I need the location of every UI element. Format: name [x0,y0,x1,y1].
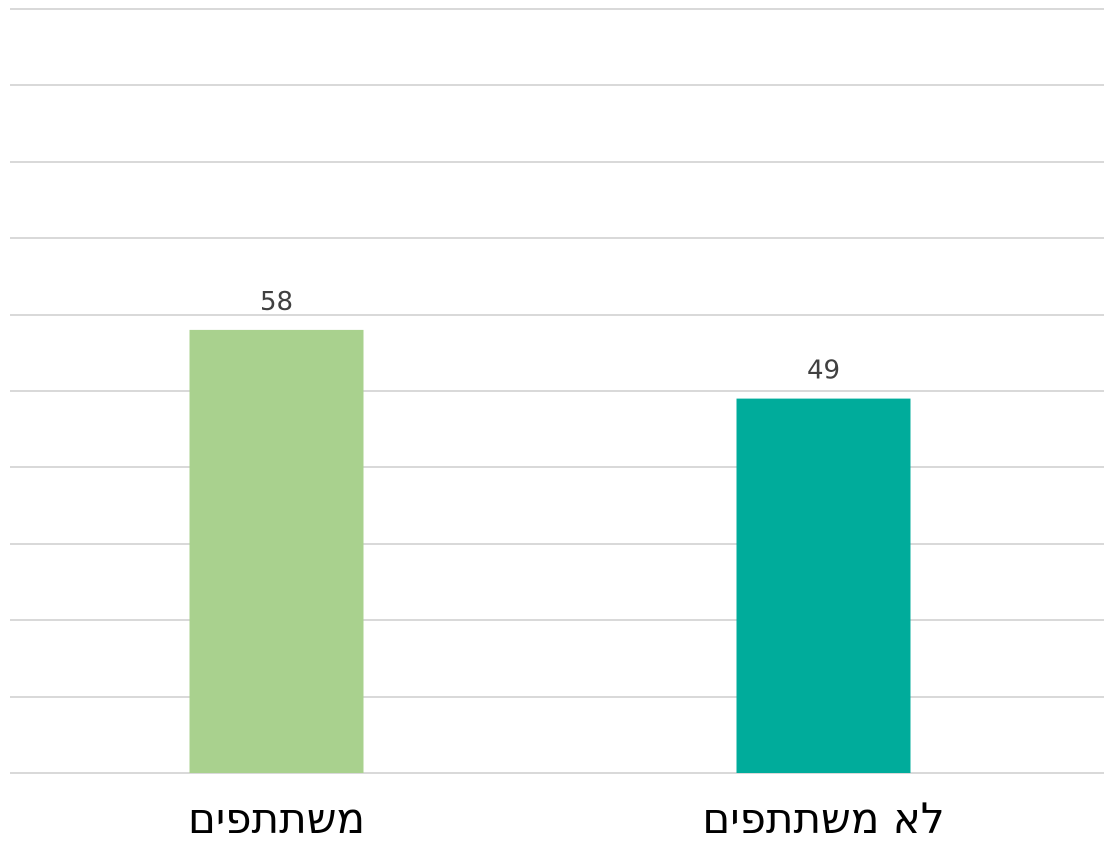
bar-1 [189,329,364,773]
data-label-1: 58 [260,287,293,317]
data-labels: 58 49 [260,287,840,386]
bar-2 [736,398,911,773]
category-labels: משתתפים לא משתתפים [188,794,945,843]
category-label-1: משתתפים [188,794,365,843]
category-label-2: לא משתתפים [702,794,944,843]
bars [189,329,911,773]
data-label-2: 49 [807,356,840,386]
gridlines [10,8,1104,774]
